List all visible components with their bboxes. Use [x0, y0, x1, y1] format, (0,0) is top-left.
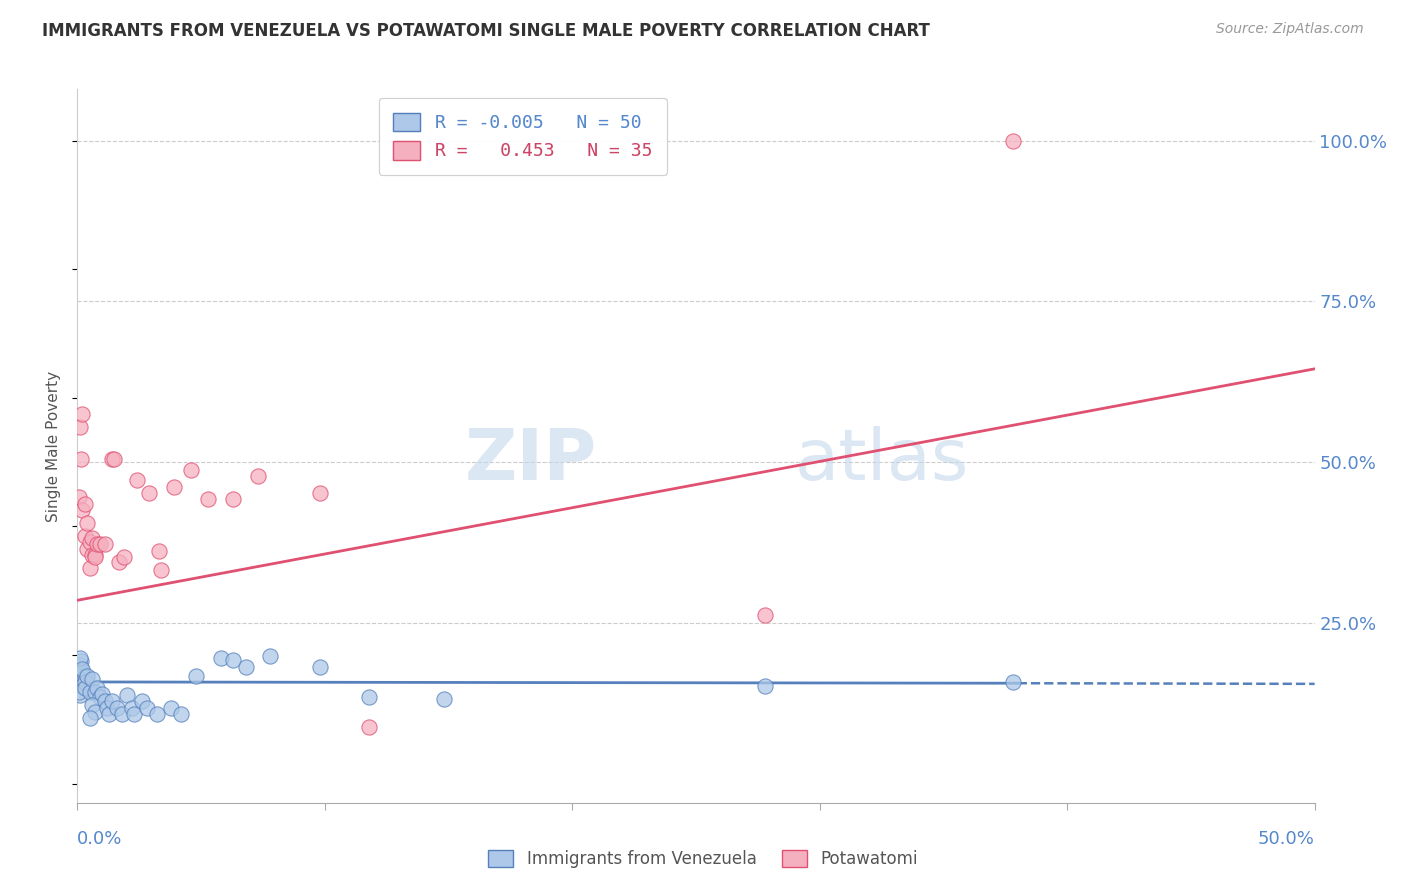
Point	[83, 550, 105, 565]
Point	[101, 694, 124, 708]
Point	[70, 451, 93, 466]
Point	[73, 497, 96, 511]
Point	[131, 694, 153, 708]
Point	[150, 563, 173, 577]
Point	[93, 694, 115, 708]
Point	[73, 529, 96, 543]
Point	[79, 684, 101, 698]
Point	[754, 679, 776, 693]
Point	[72, 503, 94, 517]
Point	[79, 711, 101, 725]
Point	[103, 451, 125, 466]
Point	[70, 654, 93, 668]
Point	[359, 690, 381, 704]
Point	[432, 691, 454, 706]
Point	[76, 668, 98, 682]
Point	[76, 516, 98, 530]
Point	[67, 664, 90, 678]
Point	[1001, 134, 1024, 148]
Point	[170, 707, 193, 722]
Point	[121, 700, 143, 714]
Point	[222, 492, 245, 507]
Point	[359, 720, 381, 734]
Point	[135, 700, 157, 714]
Point	[69, 657, 91, 672]
Point	[180, 463, 202, 477]
Point	[111, 707, 134, 722]
Point	[69, 688, 91, 702]
Legend: R = -0.005   N = 50, R =   0.453   N = 35: R = -0.005 N = 50, R = 0.453 N = 35	[378, 98, 666, 175]
Point	[138, 486, 160, 500]
Text: ZIP: ZIP	[465, 425, 598, 495]
Point	[76, 541, 98, 556]
Point	[1001, 675, 1024, 690]
Legend: Immigrants from Venezuela, Potawatomi: Immigrants from Venezuela, Potawatomi	[482, 843, 924, 875]
Point	[79, 561, 101, 575]
Point	[89, 690, 111, 704]
Point	[73, 670, 96, 684]
Point	[101, 451, 124, 466]
Point	[125, 473, 148, 487]
Point	[73, 675, 96, 690]
Point	[163, 479, 186, 493]
Point	[69, 651, 91, 665]
Point	[235, 659, 257, 673]
Point	[83, 705, 105, 719]
Point	[96, 700, 118, 714]
Point	[72, 664, 94, 678]
Point	[209, 651, 232, 665]
Point	[86, 537, 108, 551]
Text: Source: ZipAtlas.com: Source: ZipAtlas.com	[1216, 22, 1364, 37]
Point	[197, 492, 219, 507]
Point	[67, 685, 90, 699]
Point	[308, 659, 330, 673]
Point	[82, 698, 104, 712]
Point	[145, 707, 167, 722]
Point	[82, 549, 104, 563]
Point	[83, 549, 105, 563]
Point	[98, 707, 121, 722]
Point	[108, 555, 131, 569]
Point	[69, 419, 91, 434]
Point	[184, 668, 207, 682]
Point	[73, 681, 96, 696]
Text: 0.0%: 0.0%	[77, 830, 122, 847]
Point	[222, 653, 245, 667]
Text: 50.0%: 50.0%	[1258, 830, 1315, 847]
Point	[754, 608, 776, 623]
Point	[70, 673, 93, 688]
Point	[93, 537, 115, 551]
Point	[259, 649, 281, 664]
Point	[112, 550, 135, 565]
Point	[67, 670, 90, 684]
Point	[105, 700, 128, 714]
Point	[76, 681, 98, 696]
Point	[67, 677, 90, 691]
Point	[91, 686, 114, 700]
Point	[82, 531, 104, 545]
Point	[72, 407, 94, 421]
Point	[246, 469, 269, 483]
Text: IMMIGRANTS FROM VENEZUELA VS POTAWATOMI SINGLE MALE POVERTY CORRELATION CHART: IMMIGRANTS FROM VENEZUELA VS POTAWATOMI …	[42, 22, 929, 40]
Point	[82, 672, 104, 686]
Y-axis label: Single Male Poverty: Single Male Poverty	[46, 370, 62, 522]
Point	[79, 535, 101, 549]
Point	[115, 688, 138, 702]
Point	[72, 662, 94, 676]
Point	[160, 700, 183, 714]
Point	[83, 685, 105, 699]
Point	[86, 681, 108, 696]
Text: atlas: atlas	[794, 425, 969, 495]
Point	[308, 486, 330, 500]
Point	[72, 679, 94, 693]
Point	[89, 537, 111, 551]
Point	[67, 491, 90, 505]
Point	[148, 543, 170, 558]
Point	[122, 707, 145, 722]
